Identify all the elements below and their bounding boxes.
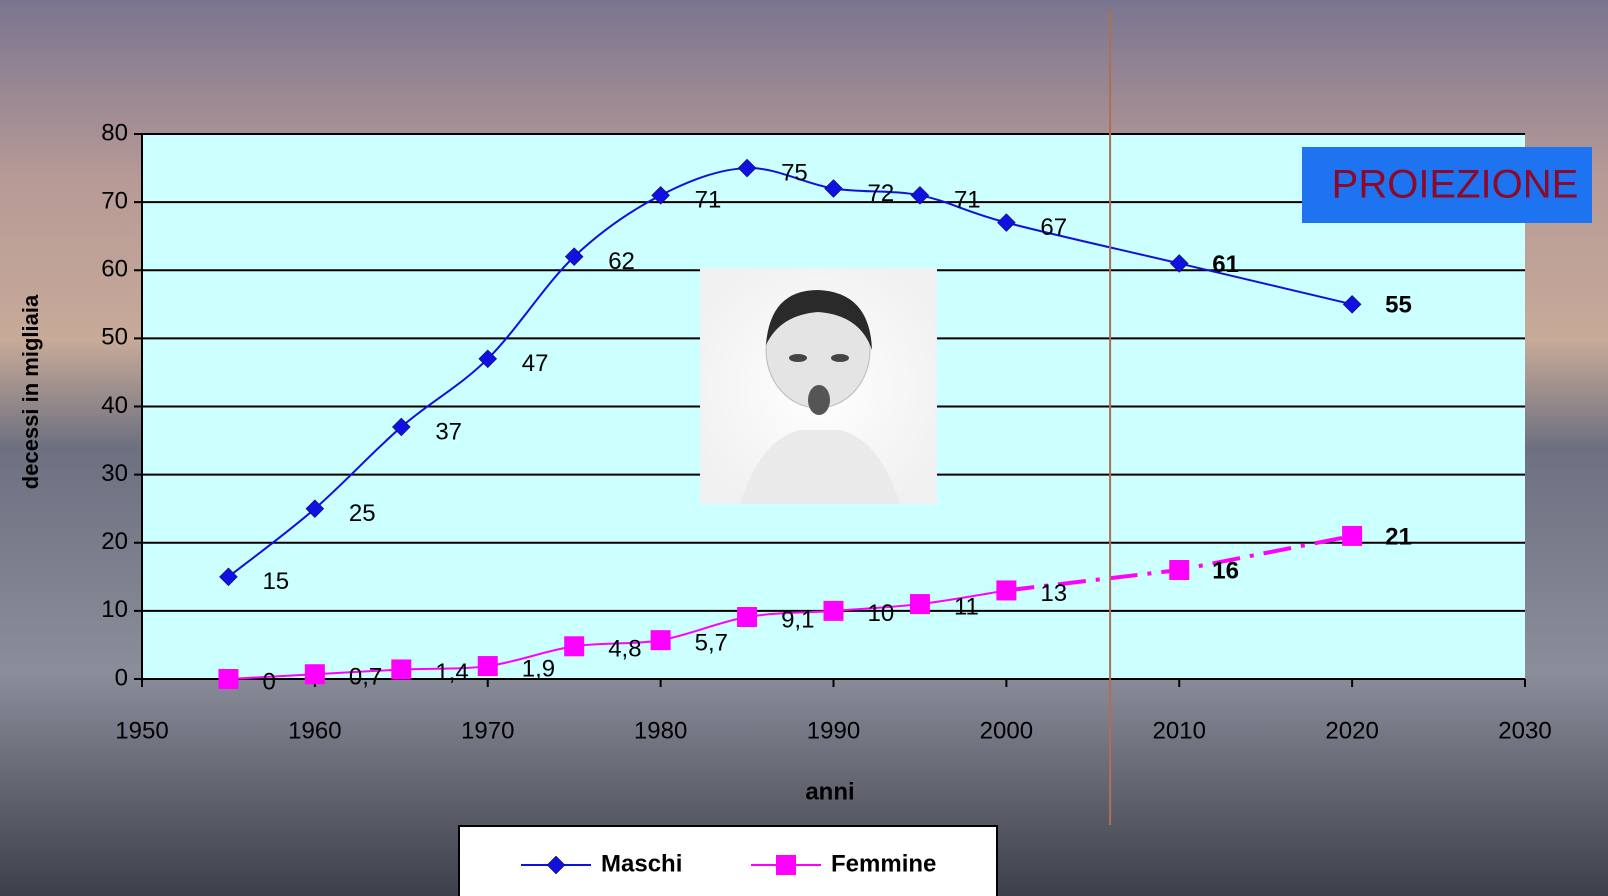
marker (824, 179, 843, 198)
x-tick-label: 1960 (288, 717, 341, 744)
data-label: 4,8 (608, 636, 641, 663)
marker (218, 669, 239, 689)
y-tick-label: 10 (101, 596, 128, 623)
x-tick-label: 2030 (1498, 717, 1551, 744)
marker (823, 600, 844, 621)
projection-box (1302, 147, 1592, 223)
data-label: 11 (954, 593, 979, 620)
legend (458, 825, 998, 896)
marker (997, 213, 1016, 232)
x-tick-label: 2010 (1153, 717, 1206, 744)
data-label: 1,4 (435, 659, 468, 686)
marker (478, 349, 498, 369)
x-axis-label: anni (805, 778, 854, 805)
data-label: 10 (868, 600, 895, 627)
data-label: 25 (349, 500, 376, 527)
y-axis-label: decessi in migliaia (18, 294, 43, 489)
y-tick-label: 60 (101, 256, 128, 283)
data-label: 0 (262, 668, 275, 695)
marker (564, 247, 584, 266)
data-label: 67 (1040, 214, 1067, 241)
projection-label: PROIEZIONE (1332, 163, 1579, 207)
data-label: 72 (868, 180, 895, 207)
y-tick-label: 20 (101, 528, 128, 555)
marker (564, 636, 585, 657)
marker (737, 607, 758, 628)
marker (391, 417, 411, 437)
x-tick-label: 2020 (1325, 717, 1378, 744)
y-tick-label: 70 (101, 187, 128, 214)
marker (909, 594, 930, 615)
data-label: 71 (695, 187, 722, 214)
legend-label: Femmine (831, 850, 936, 877)
y-tick-label: 80 (101, 119, 128, 146)
marker (391, 659, 412, 680)
marker (219, 567, 238, 587)
data-label: 1,9 (522, 655, 555, 682)
data-label: 5,7 (695, 630, 728, 657)
data-label: 62 (608, 248, 635, 275)
marker (305, 499, 325, 519)
marker (651, 185, 670, 205)
marker (910, 185, 930, 205)
marker (1169, 254, 1189, 273)
data-label: 16 (1212, 557, 1239, 584)
marks: 15 25 37 47 62 71 75 72 71 67 61 55 0 0,7 1,4 1,9 4,8 5,7… (218, 158, 1412, 695)
marker (1169, 560, 1190, 580)
data-label: 9,1 (781, 606, 814, 633)
data-label: 61 (1212, 251, 1239, 278)
legend-marker (776, 855, 796, 875)
x-tick-label: 1980 (634, 717, 687, 744)
marker (1342, 525, 1363, 546)
data-label: 13 (1040, 580, 1067, 607)
y-tick-label: 0 (115, 664, 128, 691)
data-label: 55 (1385, 292, 1412, 319)
marker (477, 656, 498, 677)
y-tick-label: 50 (101, 324, 128, 351)
data-label: 71 (954, 187, 981, 214)
data-label: 0,7 (349, 664, 382, 691)
x-tick-label: 1950 (115, 717, 168, 744)
photo (700, 268, 937, 504)
data-label: 37 (435, 418, 462, 445)
marker (996, 580, 1017, 601)
marker (1342, 294, 1362, 314)
x-tick-label: 2000 (980, 717, 1033, 744)
series-line (227, 167, 1353, 578)
y-tick-label: 30 (101, 460, 128, 487)
data-label: 21 (1385, 523, 1412, 550)
x-tick-label: 1990 (807, 717, 860, 744)
marker (304, 664, 325, 685)
series-line (228, 589, 1007, 680)
marker (737, 158, 757, 178)
marker (650, 630, 671, 651)
y-tick-label: 40 (101, 392, 128, 419)
data-label: 47 (522, 350, 549, 377)
x-tick-label: 1970 (461, 717, 514, 744)
legend-label: Maschi (601, 850, 682, 877)
data-label: 75 (781, 159, 808, 186)
legend-marker (546, 855, 566, 875)
data-label: 15 (262, 568, 289, 595)
